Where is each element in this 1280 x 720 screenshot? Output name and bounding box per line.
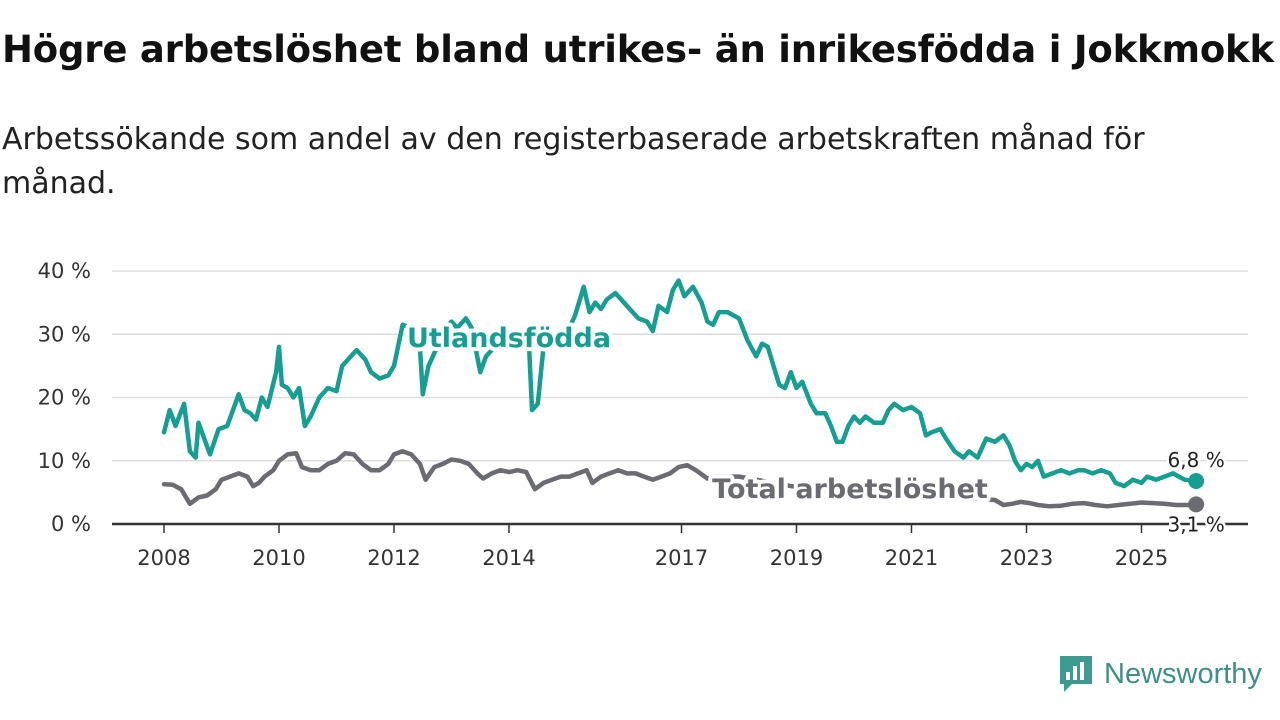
end-label-utlandsfodda: 6,8 %: [1168, 448, 1225, 472]
series-lines: [161, 278, 1205, 513]
gridlines: [112, 270, 1248, 526]
series-label-total: Total arbetslöshet: [712, 474, 988, 505]
y-tick-label: 30 %: [38, 322, 91, 346]
y-tick-label: 0 %: [51, 512, 91, 536]
y-axis-ticks: 0 % 10 % 20 % 30 % 40 %: [38, 259, 91, 536]
chart-subtitle: Arbetssökande som andel av den registerb…: [2, 122, 1145, 201]
series-line-total: [161, 449, 1199, 509]
x-tick-label: 2023: [1000, 546, 1053, 570]
y-tick-label: 10 %: [38, 449, 91, 473]
series-line-utlandsfodda: [161, 278, 1199, 489]
x-tick-label: 2012: [367, 546, 420, 570]
series-label-halo: Total arbetslöshet: [712, 474, 988, 505]
newsworthy-brand: Newsworthy: [1058, 654, 1262, 694]
end-marker-total: [1188, 496, 1205, 513]
y-tick-label: 20 %: [38, 386, 91, 410]
x-axis-ticks: 2008 2010 2012 2014 2017 2019 2021 2023 2025: [137, 524, 1168, 570]
series-label-halo: Utlandsfödda: [407, 323, 611, 354]
x-tick-label: 2017: [655, 546, 708, 570]
series-label-utlandsfodda: Utlandsfödda: [407, 323, 611, 354]
x-tick-label: 2014: [482, 546, 535, 570]
x-tick-label: 2019: [770, 546, 823, 570]
y-tick-label: 40 %: [38, 259, 91, 283]
x-tick-label: 2008: [137, 546, 190, 570]
x-tick-label: 2025: [1115, 546, 1168, 570]
x-tick-label: 2010: [252, 546, 305, 570]
x-tick-label: 2021: [885, 546, 938, 570]
end-label-halo: 3,1 %: [1168, 512, 1225, 536]
end-label-total: 3,1 %: [1168, 512, 1225, 536]
series-labels: 6,8 %6,8 %3,1 %3,1 %UtlandsföddaUtlandsf…: [403, 319, 1227, 539]
newsworthy-logo-icon: [1060, 656, 1092, 692]
end-marker-utlandsfodda: [1188, 472, 1205, 489]
end-label-halo: 6,8 %: [1168, 448, 1225, 472]
brand-name: Newsworthy: [1104, 657, 1262, 690]
chart-title: Högre arbetslöshet bland utrikes- än inr…: [2, 28, 1274, 71]
